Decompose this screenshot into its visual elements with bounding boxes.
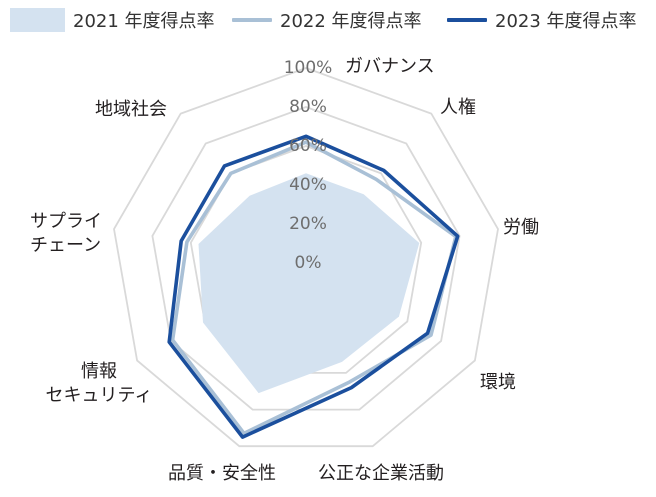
category-label-community: 地域社会 [95, 99, 167, 120]
tick-label-0: 0% [295, 253, 322, 273]
legend-label-2022: 2022 年度得点率 [280, 11, 422, 32]
grid-ring-100 [113, 67, 499, 448]
legend-label-2023: 2023 年度得点率 [495, 11, 637, 32]
category-label-fair-business: 公正な企業活動 [318, 463, 444, 484]
legend-swatch-2022 [232, 18, 272, 22]
category-label-human-rights: 人権 [440, 97, 476, 118]
category-label-information-security: 情報 セキュリティ [45, 361, 153, 406]
tick-label-60: 60% [289, 136, 327, 156]
legend-item-2021: 2021 年度得点率 [10, 8, 215, 32]
tick-label-100: 100% [284, 58, 333, 78]
tick-label-40: 40% [289, 175, 327, 195]
series-line-2023 [167, 134, 460, 439]
legend-item-2022: 2022 年度得点率 [232, 8, 422, 32]
legend-swatch-2021 [10, 8, 65, 32]
category-label-supply-chain: サプライ チェーン [30, 211, 102, 256]
category-label-quality-safety: 品質・安全性 [168, 463, 276, 484]
legend-item-2023: 2023 年度得点率 [447, 8, 637, 32]
category-label-governance: ガバナンス [345, 56, 435, 77]
series-layer [167, 134, 460, 439]
category-label-labor: 労働 [503, 217, 539, 238]
legend-label-2021: 2021 年度得点率 [73, 11, 215, 32]
legend-swatch-2023 [447, 18, 487, 22]
tick-label-80: 80% [289, 97, 327, 117]
tick-label-layer: 0% 20% 40% 60% 80% 100% [284, 58, 333, 273]
category-label-environment: 環境 [480, 372, 516, 393]
series-area-2021 [198, 173, 420, 394]
tick-label-20: 20% [289, 214, 327, 234]
series-line-2022 [170, 140, 458, 436]
